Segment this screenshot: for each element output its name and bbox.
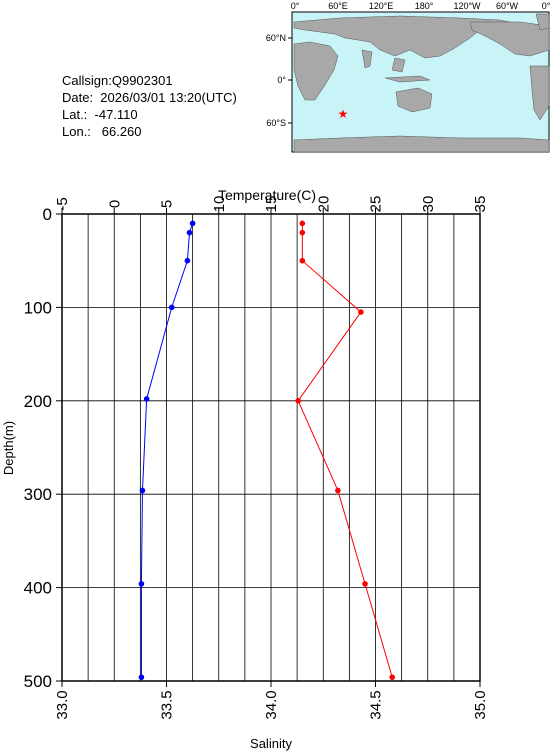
salinity-data-point — [362, 581, 368, 587]
map-lon-label: 180° — [415, 1, 434, 11]
map-lon-label: 0° — [542, 1, 551, 11]
map-lon-label: 60°W — [496, 1, 519, 11]
depth-tick-label: 500 — [24, 672, 52, 691]
temperature-tick-label: 25 — [368, 196, 385, 213]
callsign-text: Callsign:Q9902301 — [62, 73, 173, 88]
map-lat-label: 60°N — [266, 33, 286, 43]
temperature-data-point — [143, 396, 150, 402]
temperature-data-point — [138, 674, 145, 681]
temperature-data-point — [168, 304, 175, 311]
salinity-data-point — [299, 220, 306, 227]
temperature-profile-line — [140, 223, 194, 678]
temperature-tick-label: 15 — [263, 196, 280, 213]
station-marker-icon: ★ — [338, 107, 349, 121]
salinity-data-point — [358, 309, 364, 315]
depth-axis-label: Depth(m) — [1, 421, 16, 475]
salinity-tick-label: 34.5 — [368, 690, 385, 719]
temperature-tick-label: 5 — [159, 200, 176, 208]
temperature-data-point — [186, 229, 193, 236]
temperature-data-point — [138, 581, 145, 587]
map-lat-label: 60°S — [266, 118, 286, 128]
salinity-profile-line — [297, 223, 393, 678]
salinity-data-point — [299, 229, 306, 236]
chart-grid — [61, 213, 481, 682]
temperature-tick-label: 20 — [315, 196, 332, 213]
temperature-data-point — [184, 257, 191, 264]
map-lon-label: 120°E — [369, 1, 394, 11]
salinity-tick-label: 34.0 — [263, 690, 280, 719]
depth-tick-label: 0 — [43, 205, 52, 224]
salinity-data-point — [295, 398, 301, 404]
depth-tick-label: 100 — [24, 298, 52, 317]
map-lon-labels: 0° 60°E 120°E 180° 120°W 60°W 0° — [291, 1, 551, 11]
chart-series — [138, 220, 396, 681]
lon-text: Lon.: 66.260 — [62, 124, 142, 139]
temperature-axis-label: Temperature(C) — [218, 187, 316, 203]
map-lat-label: 0° — [277, 75, 286, 85]
temperature-tick-label: 0 — [106, 200, 123, 208]
salinity-tick-label: 35.0 — [472, 690, 489, 719]
map-lon-label: 60°E — [328, 1, 348, 11]
temperature-tick-label: 30 — [420, 196, 437, 213]
date-text: Date: 2026/03/01 13:20(UTC) — [62, 90, 237, 105]
depth-tick-label: 300 — [24, 485, 52, 504]
depth-tick-label: 400 — [24, 579, 52, 598]
depth-tick-label: 200 — [24, 392, 52, 411]
salinity-tick-label: 33.5 — [159, 690, 176, 719]
temperature-tick-label: 35 — [472, 196, 489, 213]
temperature-tick-label: 10 — [211, 196, 228, 213]
salinity-data-point — [335, 487, 341, 494]
salinity-data-point — [299, 257, 306, 264]
temperature-tick-label: -5 — [54, 197, 71, 210]
map-lon-label: 0° — [291, 1, 300, 11]
temperature-data-point — [189, 220, 196, 227]
map-graticule — [288, 37, 292, 124]
salinity-axis-label: Salinity — [250, 736, 292, 751]
lat-text: Lat.: -47.110 — [62, 107, 138, 122]
location-map: 0° 60°E 120°E 180° 120°W 60°W 0° 60°N 0°… — [266, 1, 551, 153]
salinity-data-point — [389, 674, 396, 681]
salinity-tick-label: 33.0 — [54, 690, 71, 719]
temperature-data-point — [139, 487, 146, 494]
map-lat-labels: 60°N 0° 60°S — [266, 33, 287, 128]
station-info: Callsign:Q9902301 Date: 2026/03/01 13:20… — [62, 72, 237, 140]
map-lon-label: 120°W — [453, 1, 481, 11]
map-land — [293, 13, 550, 153]
